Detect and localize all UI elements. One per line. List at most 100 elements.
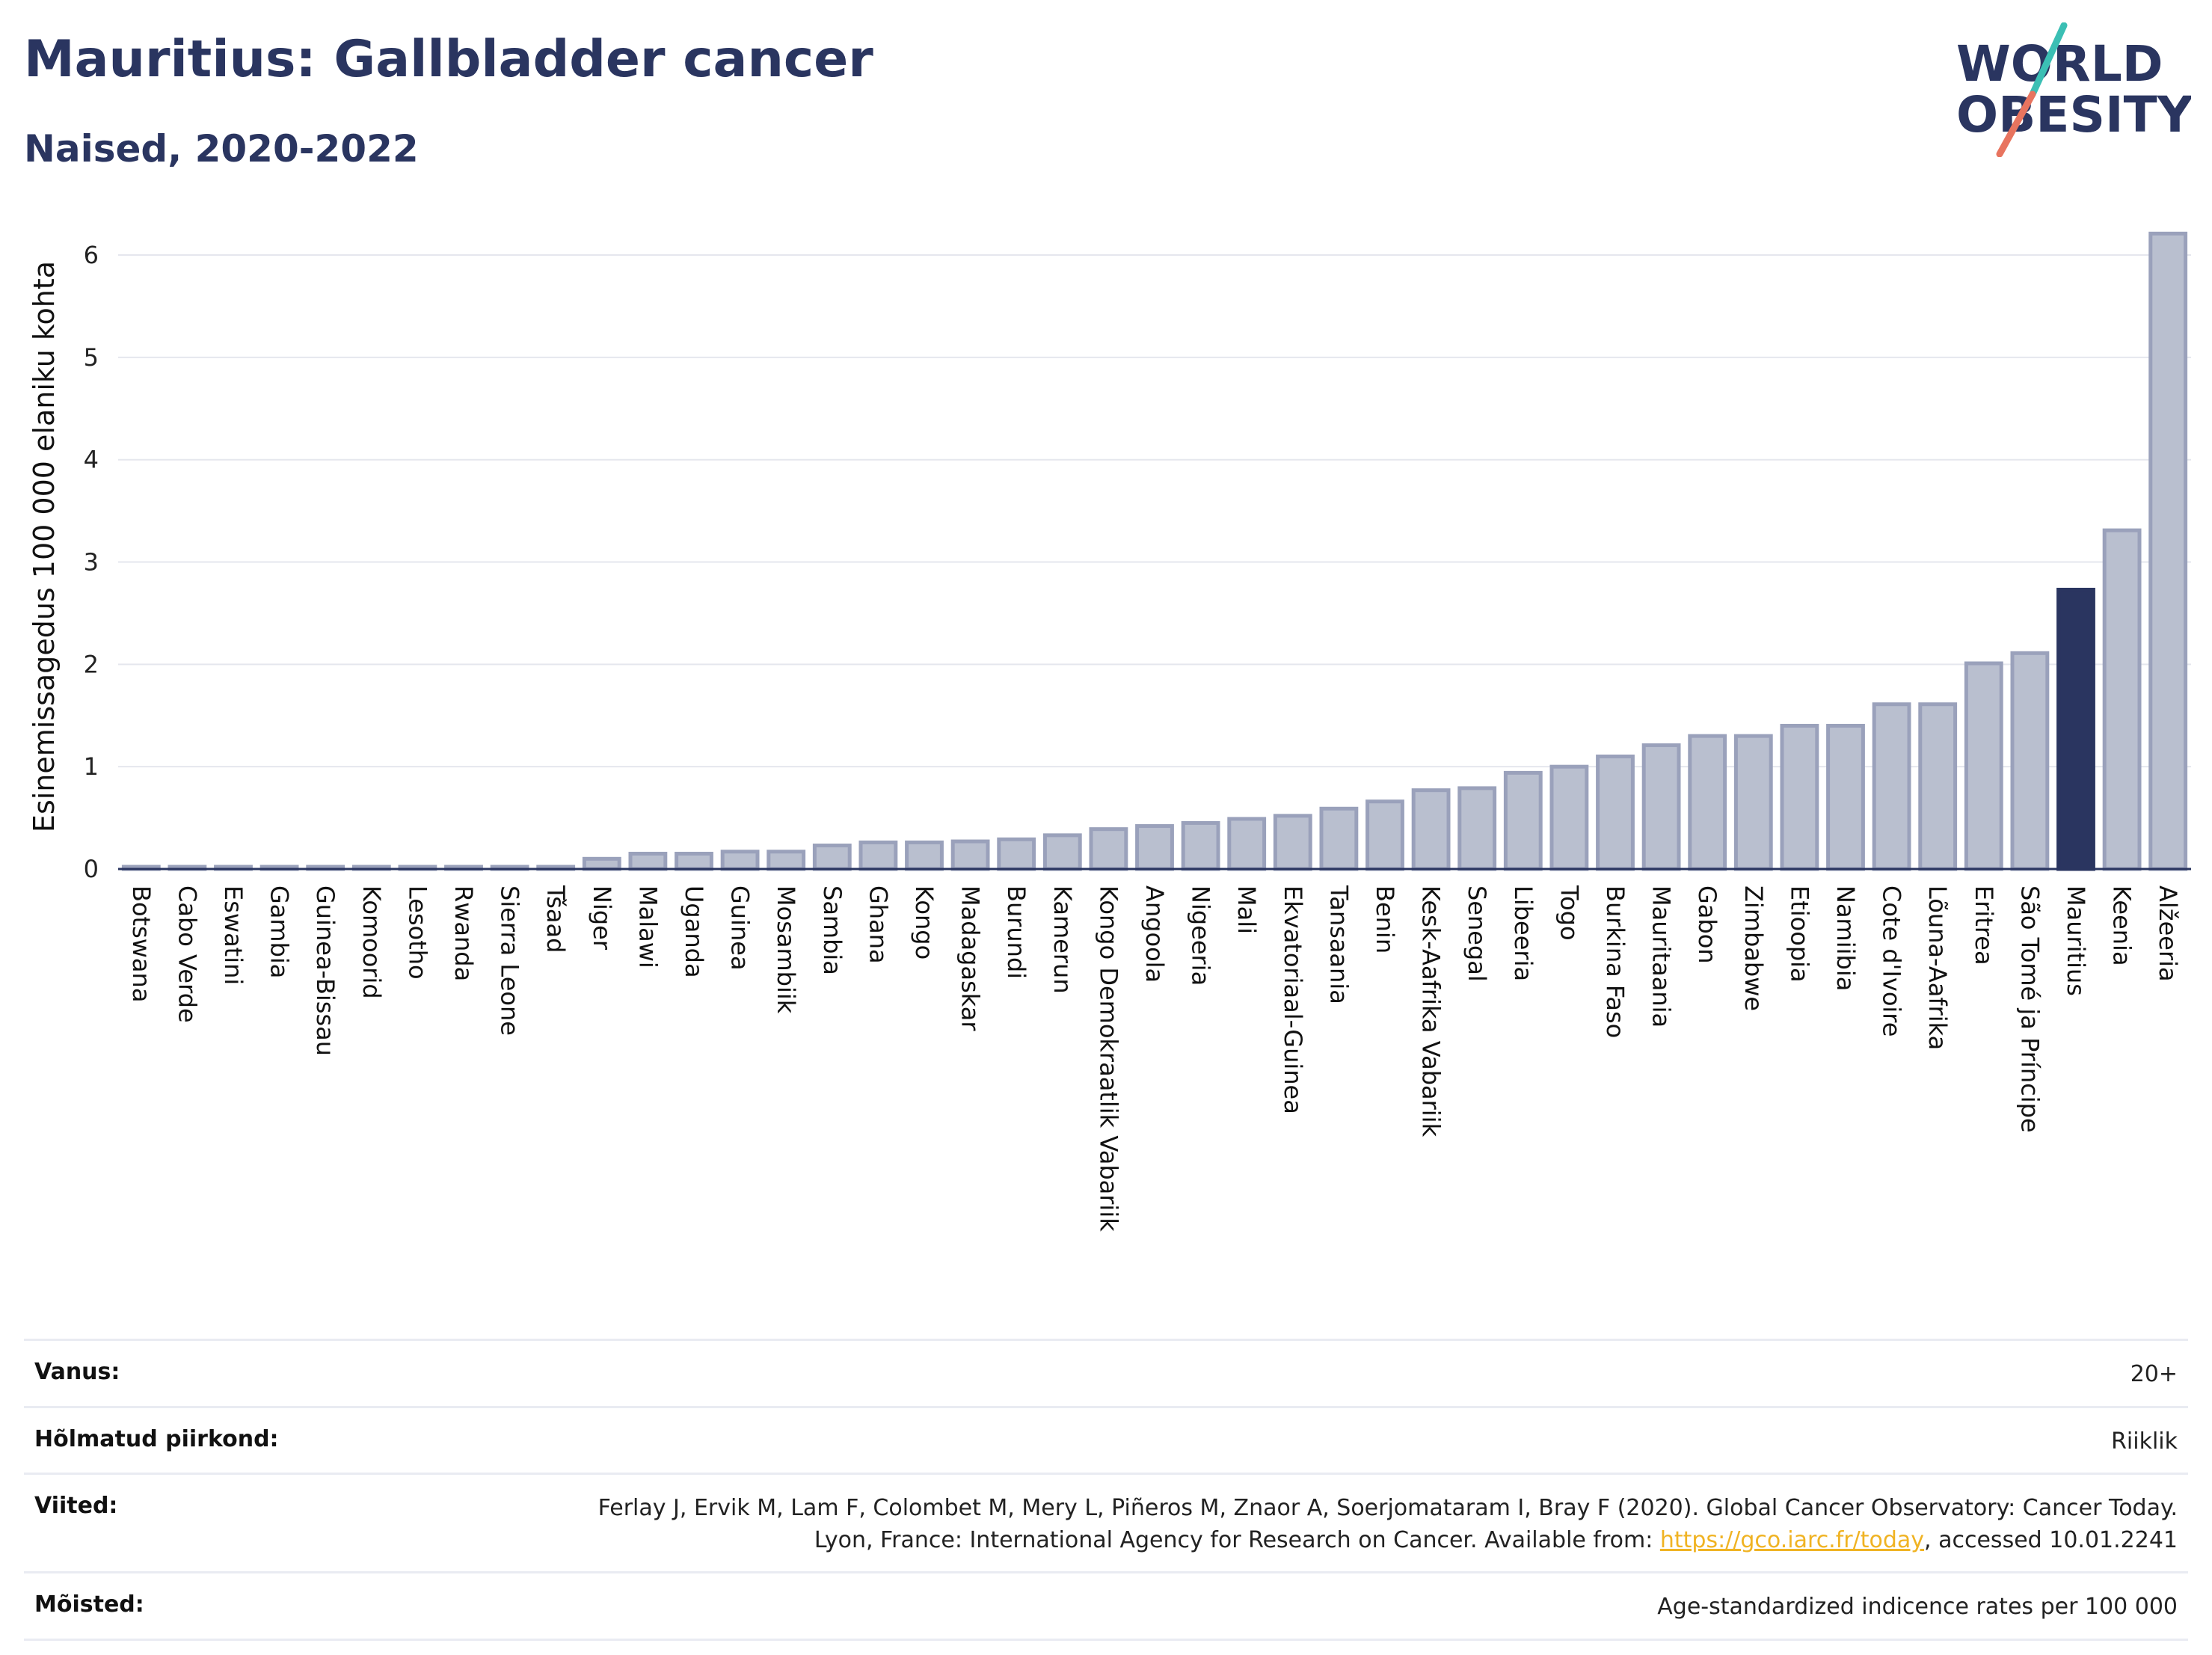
x-tick-label: Keenia bbox=[2108, 885, 2136, 966]
world-obesity-logo: WORLD OBESITY bbox=[1956, 22, 2191, 157]
bar bbox=[1641, 743, 1681, 871]
regions-label: Hõlmatud piirkond: bbox=[34, 1425, 279, 1452]
bar bbox=[1181, 820, 1220, 871]
x-tick-label: Guinea-Bissau bbox=[311, 885, 340, 1056]
bar bbox=[1042, 833, 1082, 871]
info-row-regions: Hõlmatud piirkond: Riiklik bbox=[24, 1405, 2188, 1473]
bar bbox=[628, 851, 668, 871]
x-tick-label: Lõuna-Aafrika bbox=[1923, 885, 1952, 1050]
bar bbox=[1135, 824, 1174, 871]
bar bbox=[997, 837, 1036, 871]
bar bbox=[1227, 817, 1267, 871]
x-tick-label: Burundi bbox=[1002, 885, 1030, 979]
y-tick-label: 1 bbox=[84, 752, 99, 781]
info-table: Vanus: 20+ Hõlmatud piirkond: Riiklik Vi… bbox=[24, 1339, 2188, 1641]
x-tick-label: Sambia bbox=[818, 885, 847, 975]
bar bbox=[1918, 702, 1958, 871]
x-tick-label: São Tomé ja Príncipe bbox=[2015, 885, 2044, 1133]
references-text: Ferlay J, Ervik M, Lam F, Colombet M, Me… bbox=[597, 1495, 2178, 1553]
y-axis-title: Esinemissagedus 100 000 elaniku kohta bbox=[28, 261, 61, 832]
bar bbox=[766, 850, 806, 871]
x-tick-label: Gabon bbox=[1693, 885, 1721, 964]
x-tick-label: Nigeeria bbox=[1187, 885, 1215, 986]
x-tick-label: Mosambiik bbox=[772, 885, 800, 1014]
bar bbox=[1688, 734, 1727, 871]
regions-value: Riiklik bbox=[2111, 1428, 2178, 1455]
info-row-age: Vanus: 20+ bbox=[24, 1339, 2188, 1406]
bar bbox=[905, 840, 944, 871]
x-tick-label: Benin bbox=[1371, 885, 1399, 954]
x-tick-label: Mauritius bbox=[2062, 885, 2090, 996]
bar bbox=[812, 844, 852, 871]
bar-chart: 0 1 2 3 4 5 6 Esinemissagedus 100 000 elaniku k… bbox=[28, 231, 2191, 1232]
x-tick-label: Kongo bbox=[910, 885, 938, 959]
bar bbox=[1872, 702, 1911, 871]
logo-text-world: WORLD bbox=[1956, 35, 2163, 93]
y-tick-label: 2 bbox=[84, 650, 99, 678]
bar bbox=[2010, 651, 2050, 871]
references-label: Viited: bbox=[34, 1493, 118, 1520]
info-row-definitions: Mõisted: Age-standardized indicence rate… bbox=[24, 1571, 2188, 1641]
x-tick-label: Alžeeria bbox=[2154, 885, 2182, 982]
x-tick-label: Mali bbox=[1232, 885, 1261, 934]
bar bbox=[1964, 661, 2003, 871]
x-tick-label: Kesk-Aafrika Vabariik bbox=[1417, 885, 1446, 1137]
info-row-references: Viited: Ferlay J, Ervik M, Lam F, Colomb… bbox=[24, 1473, 2188, 1571]
references-accessed: , accessed 10.01.2241 bbox=[1924, 1526, 2178, 1553]
x-tick-label: Botswana bbox=[127, 885, 156, 1002]
x-tick-label: Cote d'Ivoire bbox=[1878, 885, 1906, 1037]
x-tick-label: Malawi bbox=[633, 885, 662, 968]
x-tick-label: Cabo Verde bbox=[173, 885, 201, 1023]
x-tick-label: Sierra Leone bbox=[496, 885, 524, 1036]
x-tick-label: Guinea bbox=[726, 885, 755, 971]
bar bbox=[1549, 764, 1589, 871]
x-tick-label: Zimbabwe bbox=[1739, 885, 1768, 1011]
bar bbox=[1319, 806, 1359, 871]
age-value: 20+ bbox=[2130, 1361, 2178, 1387]
x-tick-label: Senegal bbox=[1463, 885, 1491, 982]
y-tick-label: 5 bbox=[84, 343, 99, 372]
bar bbox=[1411, 788, 1451, 871]
definitions-label: Mõisted: bbox=[34, 1591, 144, 1618]
bar bbox=[1365, 799, 1404, 871]
y-tick-label: 3 bbox=[84, 548, 99, 577]
references-value: Ferlay J, Ervik M, Lam F, Colombet M, Me… bbox=[562, 1493, 2178, 1556]
x-tick-label: Mauritaania bbox=[1647, 885, 1676, 1028]
bar bbox=[675, 851, 713, 871]
x-tick-label: Libeeria bbox=[1509, 885, 1537, 981]
x-tick-label: Ekvatoriaal-Guinea bbox=[1279, 885, 1307, 1114]
bar bbox=[1826, 723, 1865, 871]
x-tick-label: Etioopia bbox=[1785, 885, 1813, 983]
bar bbox=[2148, 231, 2188, 871]
bar bbox=[858, 840, 898, 871]
chart-title: Mauritius: Gallbladder cancer bbox=[24, 30, 873, 89]
x-tick-label: Burkina Faso bbox=[1601, 885, 1629, 1038]
y-tick-label: 6 bbox=[84, 241, 99, 269]
logo-text-obesity: OBESITY bbox=[1956, 86, 2191, 144]
references-link[interactable]: https://gco.iarc.fr/today bbox=[1659, 1526, 1925, 1553]
bar bbox=[1089, 827, 1128, 871]
x-tick-label: Eritrea bbox=[1970, 885, 1998, 965]
logo-slash-bottom bbox=[1996, 90, 2036, 157]
bar bbox=[582, 856, 621, 871]
age-label: Vanus: bbox=[34, 1359, 120, 1385]
bar bbox=[950, 839, 990, 871]
x-tick-label: Komoorid bbox=[357, 885, 386, 999]
x-tick-label: Tansaania bbox=[1324, 885, 1353, 1004]
definitions-value: Age-standardized indicence rates per 100… bbox=[1657, 1594, 2178, 1621]
x-tick-label: Lesotho bbox=[403, 885, 431, 980]
bar bbox=[1733, 734, 1773, 871]
x-tick-label: Kamerun bbox=[1048, 885, 1077, 994]
bar bbox=[2102, 528, 2142, 871]
bar bbox=[1503, 770, 1543, 871]
bar bbox=[1596, 754, 1635, 871]
x-tick-label: Togo bbox=[1555, 885, 1583, 941]
x-tick-label: Angoola bbox=[1140, 885, 1169, 983]
x-tick-label: Eswatini bbox=[219, 885, 248, 985]
x-tick-label: Gambia bbox=[265, 885, 294, 978]
bar bbox=[1457, 786, 1497, 871]
x-tick-label: Ghana bbox=[864, 885, 892, 964]
y-tick-label: 4 bbox=[84, 446, 99, 474]
bar bbox=[2056, 587, 2095, 871]
x-tick-label: Namiibia bbox=[1831, 885, 1860, 991]
